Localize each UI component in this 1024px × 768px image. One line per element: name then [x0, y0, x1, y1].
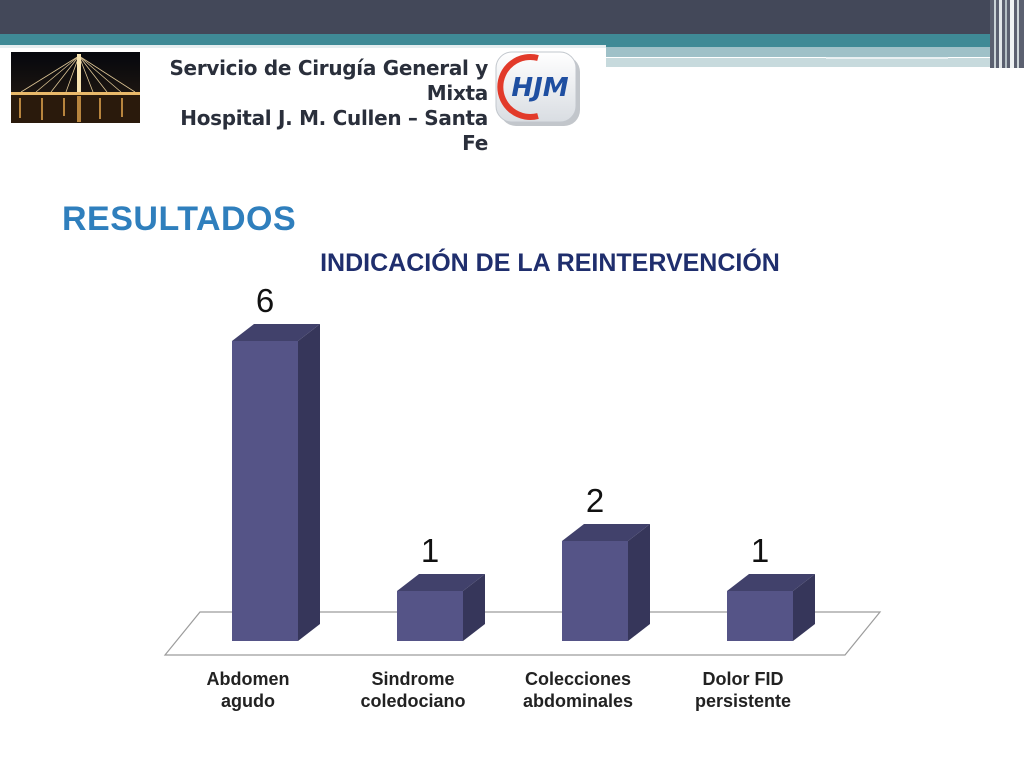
bar-side: [628, 524, 650, 641]
hospital-name: Hospital J. M. Cullen – Santa Fe: [180, 106, 488, 155]
category-label-2: Sindrome coledociano: [360, 669, 466, 711]
bar-front: [397, 591, 463, 641]
data-label-1: 6: [256, 282, 274, 319]
category-label-4: Dolor FID persistente: [694, 669, 792, 711]
bar-front: [562, 541, 628, 641]
bar-front: [232, 341, 298, 641]
bar-1: [232, 324, 320, 641]
hospital-logo: HJM: [495, 51, 580, 126]
header-text: Servicio de Cirugía General y Mixta Hosp…: [148, 56, 488, 156]
top-band-teal: [0, 34, 1024, 47]
bar-top: [232, 324, 320, 341]
logo-text: HJM: [511, 73, 568, 103]
category-label-3: Colecciones abdominales: [522, 669, 634, 711]
bar-front: [727, 591, 793, 641]
bar-2: [397, 574, 485, 641]
data-label-2: 1: [421, 532, 439, 569]
category-label-1: Abdomen agudo: [206, 669, 290, 711]
slide-title: RESULTADOS: [62, 200, 297, 238]
data-label-3: 2: [586, 482, 604, 519]
decorative-vertical-lines: [990, 0, 1024, 68]
chart-title: INDICACIÓN DE LA REINTERVENCIÓN: [320, 249, 780, 277]
bar-side: [463, 574, 485, 641]
top-band-lighter: [606, 58, 1024, 67]
bar-side: [793, 574, 815, 641]
data-label-4: 1: [751, 532, 769, 569]
service-name: Servicio de Cirugía General y Mixta: [169, 56, 488, 105]
top-band-thin: [826, 57, 948, 59]
bar-top: [397, 574, 485, 591]
top-band-strip: [0, 45, 606, 48]
bar-3: [562, 524, 650, 641]
bar-top: [727, 574, 815, 591]
bar-side: [298, 324, 320, 641]
top-band-light: [606, 47, 1024, 57]
bar-top: [562, 524, 650, 541]
chart-floor: [163, 611, 882, 656]
top-band-dark: [0, 0, 1024, 34]
bridge-photo: [11, 52, 140, 123]
bar-4: [727, 574, 815, 641]
